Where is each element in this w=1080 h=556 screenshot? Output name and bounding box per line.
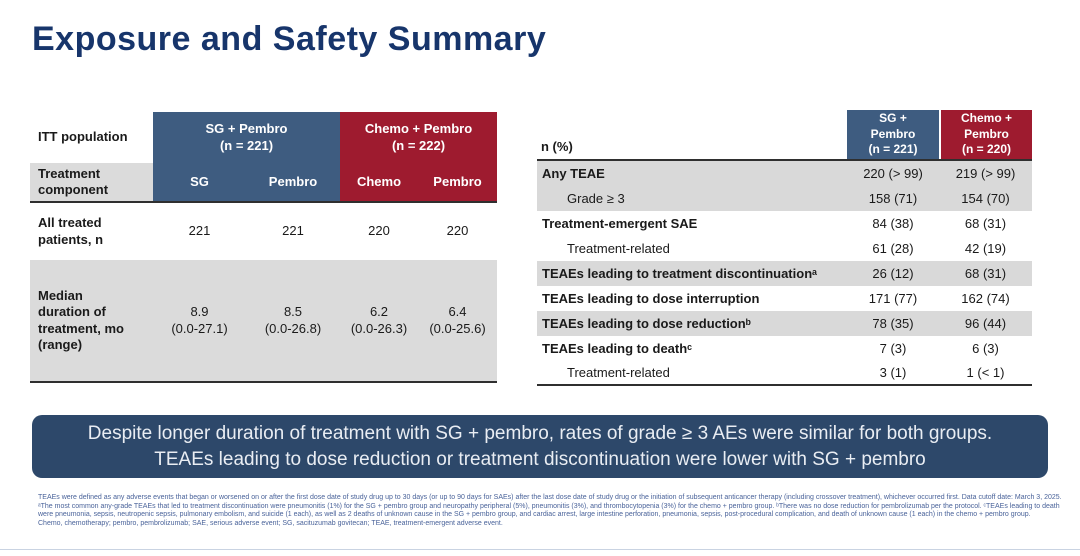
value-pembro-sg-arm: 221 [282,223,304,239]
conclusion-text: Despite longer duration of treatment wit… [87,422,993,470]
subheader-pembro-sg-arm: Pembro [246,163,340,201]
value-sg-pembro: 220 (> 99) [863,166,923,181]
value-sg-pembro: 3 (1) [879,365,907,380]
row-label: TEAEs leading to dose interruption [542,291,760,306]
safety-table: n (%) SG + Pembro (n = 221) Chemo + Pemb… [537,110,1032,386]
row-label: TEAEs leading to dose reductionᵇ [542,316,751,331]
group-header-sg-pembro: SG + Pembro (n = 221) [153,112,340,163]
value-chemo-pembro: 6 (3) [972,341,999,356]
subheader-chemo: Chemo [340,163,418,201]
col-header-chemo-pembro: Chemo + Pembro (n = 220) [939,110,1032,159]
value-chemo-pembro: 42 (19) [964,241,1007,256]
value-sg: 8.9 (0.0-27.1) [171,304,228,336]
footnote-definitions: TEAEs were defined as any adverse events… [38,494,1062,501]
value-chemo-pembro: 68 (31) [964,216,1007,231]
itt-population-label: ITT population [38,129,128,145]
treatment-component-label: Treatment component [30,163,153,201]
table-row-death-treatment-related: Treatment-related 3 (1) 1 (< 1) [537,361,1032,386]
row-label: All treated patients, n [38,215,104,247]
row-label: Treatment-related [567,365,670,380]
row-label: TEAEs leading to deathᶜ [542,341,693,356]
row-label: Treatment-emergent SAE [542,216,698,231]
value-sg-pembro: 78 (35) [872,316,914,331]
table-row-median-duration: Median duration of treatment, mo (range)… [30,260,497,383]
footnote-abbreviations: Chemo, chemotherapy; pembro, pembrolizum… [38,520,503,528]
row-label: TEAEs leading to treatment discontinuati… [542,266,818,281]
row-label: Treatment-related [567,241,670,256]
footnote-superscripts: ᵃThe most common any-grade TEAEs that le… [38,502,1060,519]
value-pembro-chemo-arm: 6.4 (0.0-25.6) [429,304,486,336]
table-row-teae-dose-reduction: TEAEs leading to dose reductionᵇ 78 (35)… [537,311,1032,336]
safety-table-header-row: n (%) SG + Pembro (n = 221) Chemo + Pemb… [537,110,1032,161]
col-header-sg-pembro: SG + Pembro (n = 221) [847,110,939,159]
value-chemo: 6.2 (0.0-26.3) [350,304,408,336]
value-sg: 221 [188,223,211,239]
table-row-treatment-emergent-sae: Treatment-emergent SAE 84 (38) 68 (31) [537,211,1032,236]
page-title: Exposure and Safety Summary [32,20,547,58]
n-percent-label: n (%) [541,139,573,154]
table-row-teae-death: TEAEs leading to deathᶜ 7 (3) 6 (3) [537,336,1032,361]
table-row-teae-dose-interruption: TEAEs leading to dose interruption 171 (… [537,286,1032,311]
value-sg-pembro: 84 (38) [872,216,914,231]
row-label: Any TEAE [542,166,605,181]
value-sg-pembro: 7 (3) [879,341,907,356]
subheader-pembro-chemo-arm: Pembro [418,163,497,201]
value-pembro-sg-arm: 8.5 (0.0-26.8) [264,304,322,336]
table-row-any-teae: Any TEAE 220 (> 99) 219 (> 99) [537,161,1032,186]
value-chemo-pembro: 96 (44) [964,316,1007,331]
subheader-sg: SG [153,163,246,201]
slide-bottom-edge-line [0,549,1080,550]
footnotes: TEAEs were defined as any adverse events… [38,494,1064,529]
value-sg-pembro: 158 (71) [868,191,918,206]
value-chemo-pembro: 68 (31) [964,266,1007,281]
value-chemo-pembro: 162 (74) [961,291,1010,306]
exposure-table-group-header-row: ITT population SG + Pembro (n = 221) Che… [30,112,497,163]
table-row-all-treated-patients: All treated patients, n 221 221 220 220 [30,203,497,260]
value-sg-pembro: 61 (28) [872,241,914,256]
value-chemo-pembro: 1 (< 1) [966,365,1005,380]
value-sg-pembro: 171 (77) [868,291,918,306]
value-pembro-chemo-arm: 220 [446,223,469,239]
value-sg-pembro: 26 (12) [872,266,914,281]
value-chemo: 220 [368,223,390,239]
value-chemo-pembro: 219 (> 99) [955,166,1016,181]
conclusion-callout: Despite longer duration of treatment wit… [32,415,1048,478]
row-label: Grade ≥ 3 [567,191,625,206]
row-label: Median duration of treatment, mo (range) [38,288,124,352]
exposure-table-component-header-row: Treatment component SG Pembro Chemo Pemb… [30,163,497,203]
value-chemo-pembro: 154 (70) [961,191,1010,206]
group-header-chemo-pembro: Chemo + Pembro (n = 222) [340,112,497,163]
table-row-teae-discontinuation: TEAEs leading to treatment discontinuati… [537,261,1032,286]
exposure-table: ITT population SG + Pembro (n = 221) Che… [30,112,497,383]
table-row-sae-treatment-related: Treatment-related 61 (28) 42 (19) [537,236,1032,261]
table-row-grade-ge3: Grade ≥ 3 158 (71) 154 (70) [537,186,1032,211]
